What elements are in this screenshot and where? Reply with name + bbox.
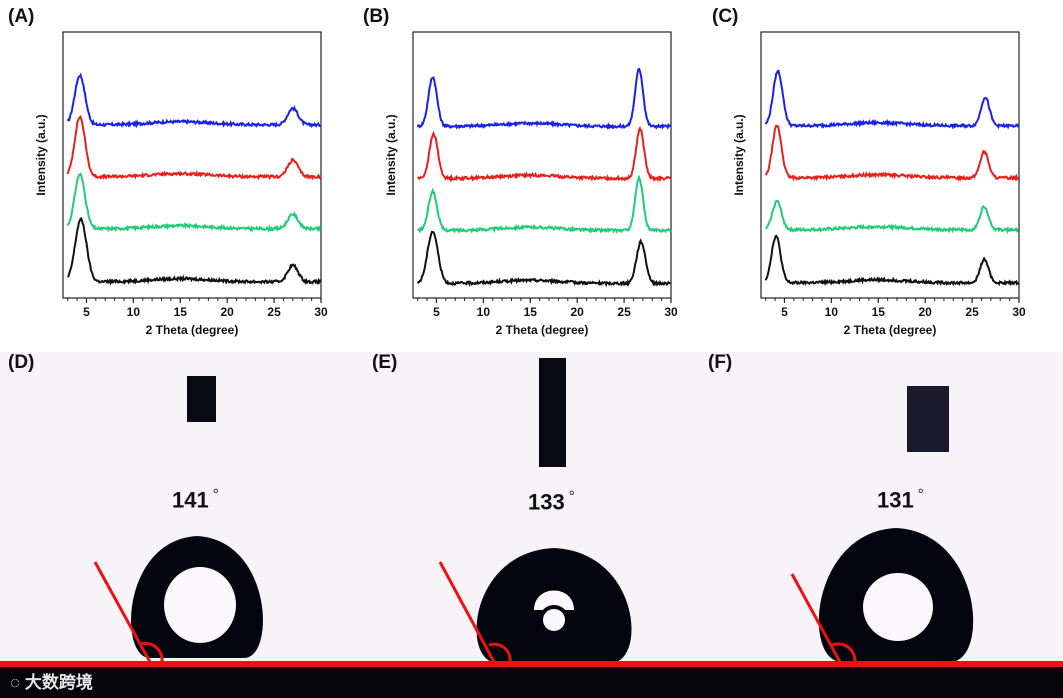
panel-label-b: (B) [363,6,390,27]
contact-baseline-f [732,661,1063,667]
y-axis-title: Intensity (a.u.) [732,114,746,195]
series-line-blue [66,72,322,129]
series-line-green [417,174,672,235]
droplet-image-e [362,358,732,698]
x-tick-label: 20 [571,305,585,319]
series-line-black [764,234,1020,287]
tangent-line-f [790,573,842,663]
contact-angle-f-value: 131 [877,487,914,513]
substrate-d [0,665,362,698]
x-tick-label: 30 [1012,305,1026,319]
xrd-chart-a: 5 10 15 20 25 30 2 Theta (degree) Intensity (a.… [34,31,328,337]
contact-baseline-e [362,661,732,667]
photo-d [0,352,362,698]
panel-label-e: (E) [372,352,398,373]
panel-label-f: (F) [708,352,733,373]
substrate-f [732,665,1063,698]
angle-arc-d [139,641,164,663]
series-line-black [66,216,322,286]
watermark-icon: ◌ [10,673,21,692]
contact-angle-e: 133 ° [528,488,575,515]
tangent-line-d [93,561,152,663]
needle-e [539,358,566,467]
drop-highlight-d [164,567,236,643]
drop-highlight-f [863,573,933,641]
substrate-e [362,665,732,698]
series-line-red [416,125,672,183]
droplet-image-d [0,376,362,698]
series-line-red [764,124,1020,182]
series-line-red [66,114,322,181]
x-tick-label: 5 [433,305,440,319]
needle-d [187,376,216,422]
xrd-chart-c: 5 10 15 20 25 30 2 Theta (degree) Intensity (a.… [732,31,1026,337]
degree-sign-f: ° [917,486,924,503]
panel-label-d: (D) [8,352,35,373]
watermark-text: 大数跨境 [24,673,93,692]
contact-baseline-d [0,661,362,667]
droplet-image-f [732,386,1063,698]
plot-frame [760,31,1020,299]
y-axis-title: Intensity (a.u.) [34,114,48,195]
degree-sign-e: ° [568,488,575,505]
contact-angle-f: 131 ° [877,486,924,513]
series-line-green [66,172,322,233]
angle-arc-f [831,642,857,663]
plot-frame [412,31,672,299]
x-tick-label: 30 [314,305,328,319]
series-line-blue [416,67,672,130]
x-tick-label: 10 [127,305,141,319]
x-tick-label: 10 [825,305,839,319]
drop-highlight-e-top [534,590,574,610]
x-axis-title: 2 Theta (degree) [496,323,589,337]
x-tick-label: 25 [617,305,631,319]
needle-f [907,386,949,452]
x-tick-label: 15 [872,305,886,319]
x-tick-label: 10 [477,305,491,319]
photo-f [732,352,1063,698]
tangent-line-e [438,561,496,663]
x-tick-label: 20 [919,305,933,319]
plot-frame [62,31,322,299]
y-axis-title: Intensity (a.u.) [384,114,398,195]
watermark: ◌ 大数跨境 [10,668,93,693]
x-tick-label: 5 [781,305,788,319]
drop-highlight-e-ring [539,605,569,635]
x-axis-title: 2 Theta (degree) [844,323,937,337]
panel-label-c: (C) [712,6,739,27]
series-line-green [765,199,1019,235]
contact-angle-d-value: 141 [172,487,209,513]
contact-angle-d: 141 ° [172,486,219,513]
degree-sign-d: ° [212,486,219,503]
series-line-blue [764,69,1020,130]
photo-e [362,352,732,698]
x-tick-label: 5 [83,305,90,319]
x-tick-label: 25 [965,305,979,319]
series-line-black [416,230,671,288]
xrd-chart-b: 5 10 15 20 25 30 2 Theta (degree) Intensity (a.… [384,31,678,337]
panel-label-a: (A) [8,6,35,27]
x-tick-label: 30 [664,305,678,319]
angle-arc-e [488,642,512,663]
x-tick-label: 15 [174,305,188,319]
x-tick-label: 20 [221,305,235,319]
contact-angle-e-value: 133 [528,489,565,515]
x-tick-label: 15 [524,305,538,319]
x-tick-label: 25 [267,305,281,319]
x-axis-title: 2 Theta (degree) [146,323,239,337]
